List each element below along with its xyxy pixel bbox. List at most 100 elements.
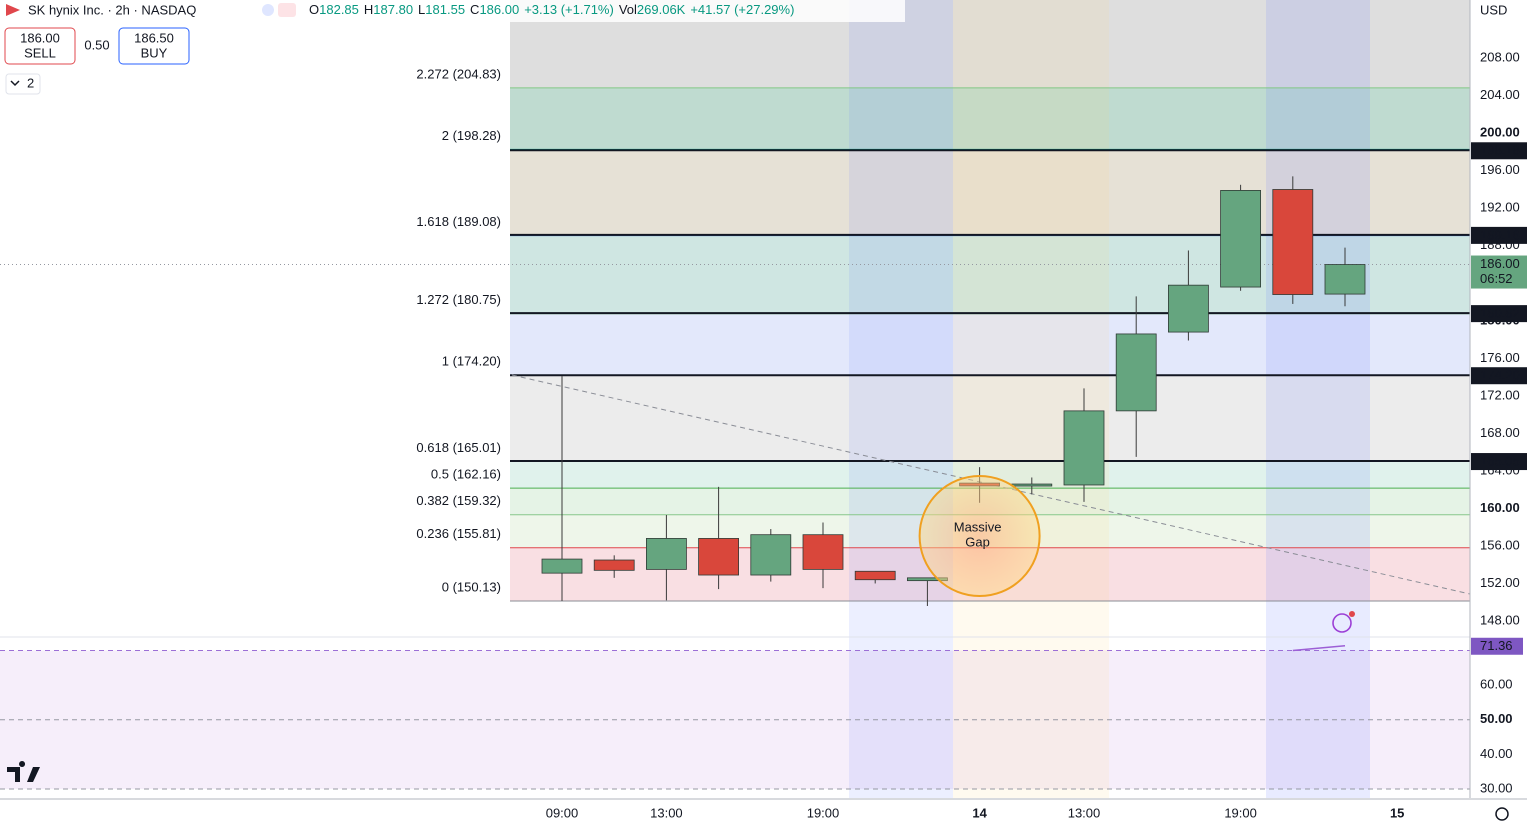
axis-bg	[1471, 0, 1527, 828]
session-band	[953, 0, 1109, 798]
buy-label: BUY	[141, 45, 168, 60]
session-band	[849, 0, 953, 798]
price-badge-label: 180.82	[1480, 306, 1520, 321]
x-tick-label: 13:00	[1068, 805, 1101, 820]
indicator-badge	[1471, 637, 1523, 655]
candle-body	[1115, 333, 1157, 412]
y-tick-label: 192.00	[1480, 200, 1520, 215]
quote-key: O	[309, 2, 319, 17]
icon	[1332, 613, 1352, 633]
indicator-toggle[interactable]	[5, 73, 41, 95]
indicator-tick-label: 40.00	[1480, 746, 1513, 761]
indicator-tick-label: 30.00	[1480, 780, 1513, 795]
candle-body	[646, 538, 687, 570]
indicator-line	[1292, 645, 1346, 652]
fib-label: 1.618 (189.08)	[416, 214, 501, 229]
trend-line	[511, 374, 1471, 595]
header-bg	[0, 0, 905, 22]
candle-body	[1168, 284, 1209, 333]
fib-label: 0.236 (155.81)	[416, 526, 501, 541]
indicator-tick-label: 60.00	[1480, 677, 1513, 692]
y-tick-label: 168.00	[1480, 425, 1520, 440]
candle-body	[1011, 483, 1053, 487]
y-tick-label: 156.00	[1480, 537, 1520, 552]
status-icon	[278, 3, 296, 17]
x-tick-label: 19:00	[807, 805, 840, 820]
fib-label: 0.5 (162.16)	[431, 467, 501, 482]
buy-button[interactable]	[118, 27, 190, 65]
candle-body	[593, 559, 635, 571]
icon-dot	[1349, 611, 1355, 617]
quote-key: Vol	[619, 2, 637, 17]
annotation-circle	[918, 475, 1041, 597]
candle-body	[1272, 189, 1314, 295]
y-tick-label: 200.00	[1480, 125, 1520, 140]
buy-price: 186.50	[134, 30, 174, 45]
indicator-tick-label: 50.00	[1480, 711, 1513, 726]
x-tick-label: 19:00	[1224, 805, 1257, 820]
currency[interactable]: USD	[1480, 2, 1507, 17]
settings-icon[interactable]	[1495, 807, 1509, 821]
y-tick-label: 148.00	[1480, 612, 1520, 627]
y-tick-label: 176.00	[1480, 350, 1520, 365]
countdown: 06:52	[1480, 271, 1513, 286]
quote-key: C	[470, 2, 479, 17]
fib-zone	[510, 87, 1470, 150]
price-badge-label: 165.05	[1480, 453, 1520, 468]
y-tick-label: 152.00	[1480, 575, 1520, 590]
price-badge-label: 189.16	[1480, 227, 1520, 242]
x-tick-label: 15	[1390, 805, 1404, 820]
quote-value: 187.80	[373, 2, 413, 17]
logo	[7, 761, 40, 782]
candle-body	[802, 534, 844, 570]
price-badge	[1471, 305, 1527, 323]
status-icon	[262, 4, 274, 16]
candle-body	[854, 570, 896, 581]
quote-value: 181.55	[425, 2, 465, 17]
fib-label: 2.272 (204.83)	[416, 66, 501, 81]
quote-value: 269.06K	[637, 2, 686, 17]
fib-label: 0 (150.13)	[442, 579, 501, 594]
quote-value: 186.00	[479, 2, 519, 17]
fib-zone	[510, 313, 1470, 376]
candle-body	[541, 558, 583, 574]
fib-label: 0.618 (165.01)	[416, 440, 501, 455]
annotation-text: Gap	[965, 534, 990, 549]
x-tick-label: 09:00	[546, 805, 579, 820]
quote-value: +3.13 (+1.71%)	[524, 2, 614, 17]
y-tick-label: 196.00	[1480, 162, 1520, 177]
x-tick-label: 13:00	[650, 805, 683, 820]
candle-body	[1063, 410, 1105, 486]
sell-price: 186.00	[20, 30, 60, 45]
fib-zone	[510, 375, 1470, 462]
price-badge	[1471, 142, 1527, 160]
fib-label: 2 (198.28)	[442, 128, 501, 143]
spread: 0.50	[84, 37, 109, 52]
candle-body	[1324, 264, 1366, 295]
price-badge-label: 174.20	[1480, 368, 1520, 383]
y-tick-label: 208.00	[1480, 50, 1520, 65]
session-band	[1266, 0, 1370, 798]
quote-key: L	[418, 2, 425, 17]
x-tick-label: 14	[972, 805, 987, 820]
sell-button[interactable]	[4, 27, 76, 65]
y-tick-label: 204.00	[1480, 87, 1520, 102]
quote: O182.85 H187.80 L181.55 C186.00 +3.13 (+1.71…	[309, 2, 794, 17]
fib-label: 0.382 (159.32)	[416, 493, 501, 508]
y-tick-label: 172.00	[1480, 387, 1520, 402]
annotation-text: Massive	[954, 519, 1002, 534]
last-price-badge	[1471, 255, 1527, 289]
indicator-badge-label: 71.36	[1480, 638, 1513, 653]
indicator-count: 2	[27, 75, 34, 90]
quote-value: 182.85	[319, 2, 359, 17]
quote-key: H	[364, 2, 373, 17]
fib-label: 1 (174.20)	[442, 354, 501, 369]
sell-label: SELL	[24, 45, 56, 60]
price-badge	[1471, 367, 1527, 385]
quote-value: +41.57 (+27.29%)	[690, 2, 794, 17]
last-price-label: 186.00	[1480, 256, 1520, 271]
candle-body	[698, 538, 739, 576]
price-badge	[1471, 226, 1527, 244]
